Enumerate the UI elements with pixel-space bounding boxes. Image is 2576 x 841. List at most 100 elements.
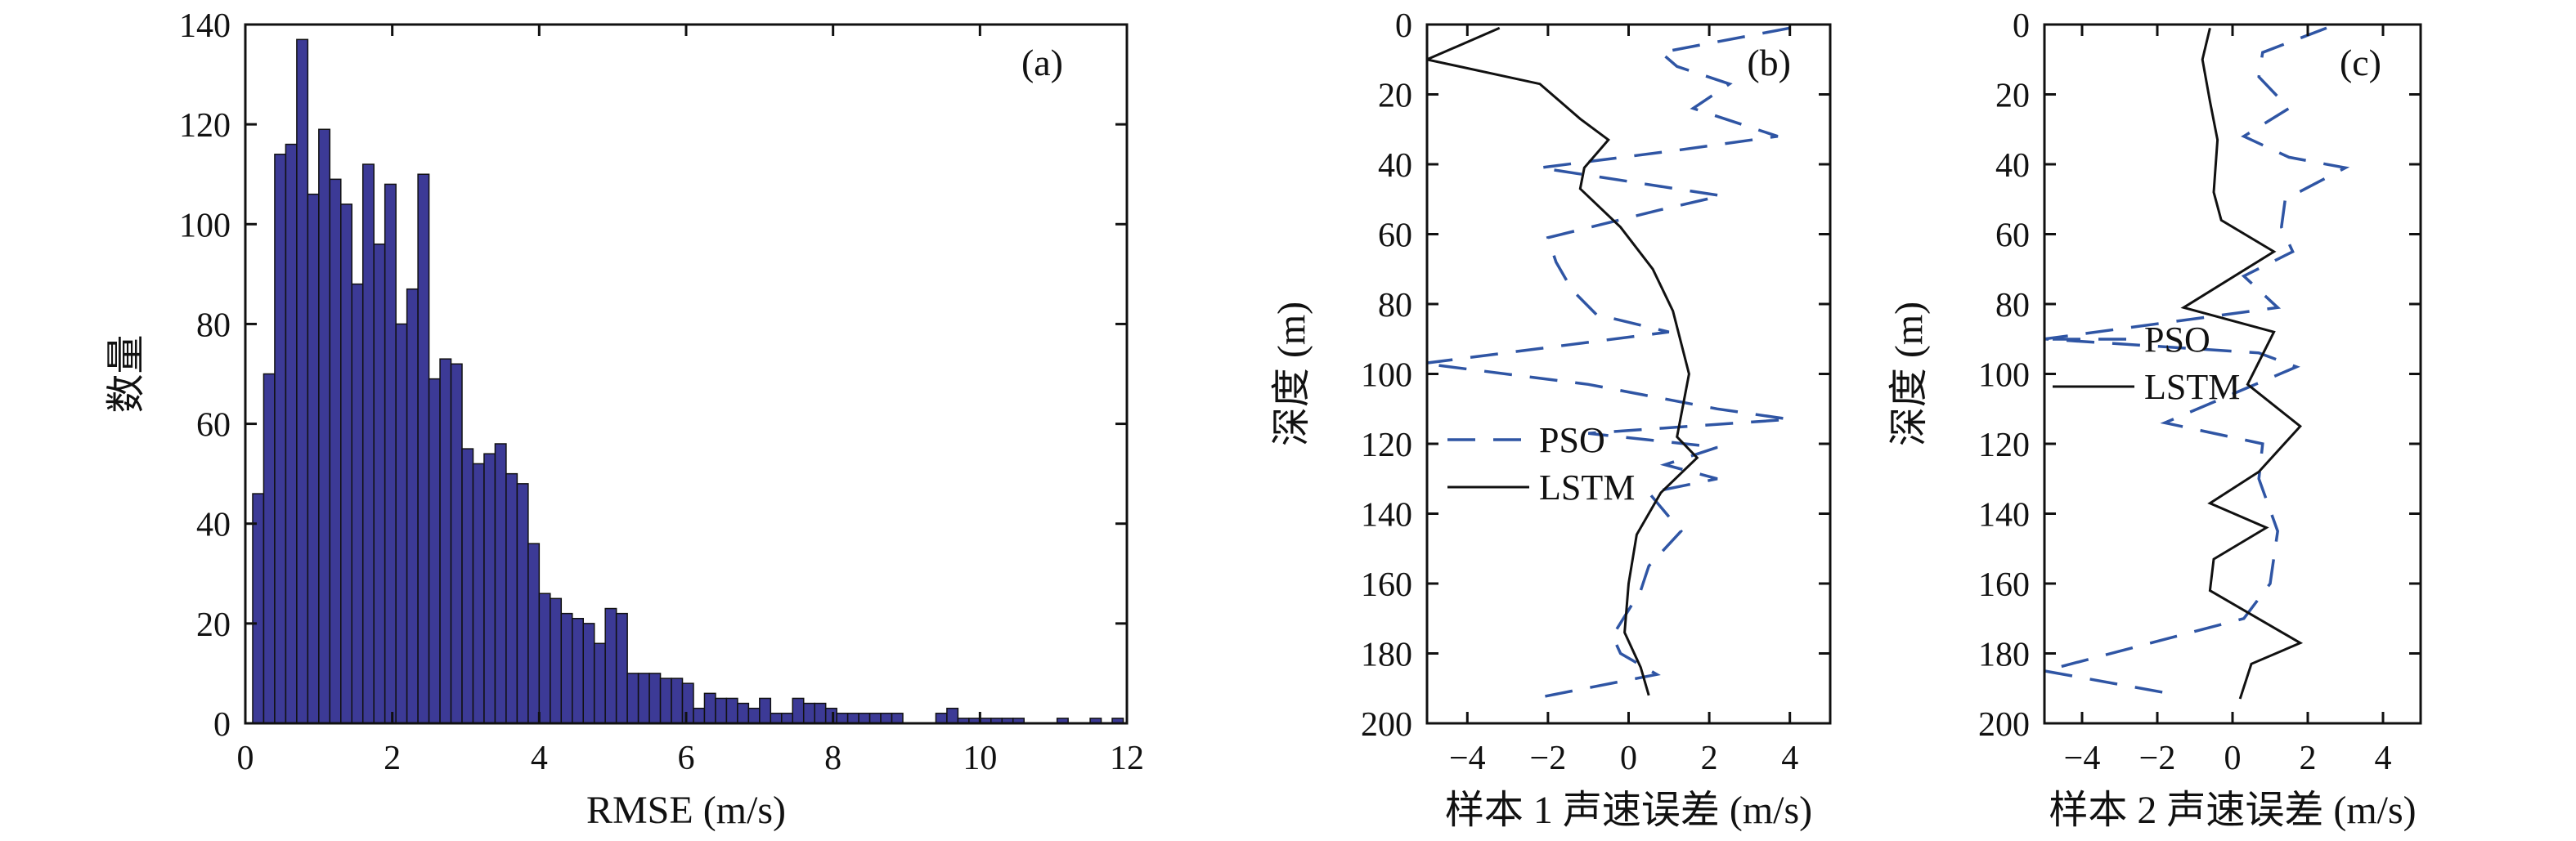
histogram-bar	[560, 612, 573, 724]
y-tick-label: 0	[1395, 7, 1412, 45]
histogram-bar	[858, 713, 871, 724]
legend: PSO LSTM	[1447, 420, 1635, 508]
histogram-bar	[417, 173, 430, 724]
x-tick-label: 0	[1620, 740, 1637, 777]
y-tick-label: 140	[1978, 497, 2030, 535]
x-tick-label: 0	[237, 740, 254, 777]
histogram-bar	[715, 697, 728, 724]
histogram-bar	[472, 463, 485, 724]
y-axis-label: 深度 (m)	[1270, 302, 1313, 446]
histogram-bar	[759, 697, 772, 724]
histogram-bar	[406, 288, 419, 724]
histogram-bar	[836, 713, 849, 724]
y-tick-label: 140	[179, 7, 231, 45]
histogram-bar	[637, 673, 650, 724]
legend-label-pso: PSO	[1539, 420, 1605, 460]
histogram-bar	[703, 692, 716, 724]
histogram-bar	[737, 702, 750, 724]
y-tick-label: 60	[196, 407, 231, 445]
histogram-bar	[935, 713, 948, 724]
histogram-bar	[428, 378, 441, 724]
histogram-bar	[307, 193, 320, 724]
histogram-bar	[274, 154, 287, 724]
x-tick-label: −2	[1530, 740, 1567, 777]
panel-label: (b)	[1747, 42, 1791, 83]
histogram-bar	[550, 597, 563, 724]
panel-label: (a)	[1021, 42, 1063, 83]
x-tick-label: −4	[1449, 740, 1486, 777]
histogram-bar	[648, 673, 662, 724]
histogram-bar	[880, 713, 893, 724]
y-axis-label: 深度 (m)	[1887, 302, 1931, 446]
y-tick-label: 100	[179, 207, 231, 244]
y-tick-label: 120	[179, 107, 231, 145]
y-axis-label: 数量	[105, 334, 148, 413]
histogram-bar	[770, 713, 783, 724]
histogram-bar	[285, 143, 298, 724]
histogram-bar	[846, 713, 859, 724]
x-axis-label: 样本 1 声速误差 (m/s)	[1445, 789, 1812, 832]
y-tick-label: 40	[1378, 147, 1412, 185]
histogram-bar	[527, 543, 541, 724]
y-tick-label: 160	[1978, 566, 2030, 604]
histogram-bar	[868, 713, 882, 724]
histogram-bar	[626, 673, 640, 724]
y-tick-label: 160	[1361, 566, 1412, 604]
histogram-bar	[263, 373, 276, 724]
x-tick-label: 4	[2375, 740, 2392, 777]
histogram-bar	[593, 642, 606, 724]
histogram-bar	[659, 678, 672, 724]
histogram-bar	[329, 178, 342, 724]
histogram-bar	[814, 702, 827, 724]
y-tick-label: 80	[1378, 287, 1412, 324]
y-tick-label: 200	[1361, 706, 1412, 744]
y-tick-label: 120	[1361, 427, 1412, 464]
x-tick-label: 0	[2224, 740, 2242, 777]
y-tick-label: 180	[1361, 637, 1412, 674]
x-tick-label: 2	[2300, 740, 2317, 777]
histogram-bar	[781, 713, 794, 724]
legend: PSO LSTM	[2053, 320, 2240, 407]
histogram-bar	[891, 713, 904, 724]
x-tick-label: 2	[384, 740, 401, 777]
histogram-bar	[450, 363, 463, 724]
x-tick-label: 4	[1781, 740, 1798, 777]
histogram-bar	[505, 472, 518, 724]
histogram-bar	[824, 707, 837, 724]
y-tick-label: 20	[1378, 78, 1412, 115]
x-axis-label: 样本 2 声速误差 (m/s)	[2049, 789, 2416, 832]
x-tick-label: 2	[1701, 740, 1718, 777]
histogram-bar	[693, 707, 706, 724]
y-tick-label: 80	[1995, 287, 2030, 324]
histogram-bar	[802, 702, 815, 724]
series-line-pso	[2044, 26, 2350, 697]
histogram-bar	[461, 448, 474, 724]
histogram-bar	[604, 607, 617, 724]
y-tick-label: 60	[1378, 217, 1412, 255]
histogram-bar	[318, 128, 331, 724]
y-tick-label: 100	[1361, 357, 1412, 395]
histogram-bar	[351, 283, 364, 724]
histogram-bar	[747, 707, 761, 724]
panel-b-plot-frame	[1425, 23, 1832, 725]
x-tick-label: 4	[531, 740, 548, 777]
x-tick-label: 8	[824, 740, 841, 777]
histogram-bar	[516, 483, 529, 724]
x-tick-label: 10	[963, 740, 997, 777]
series-line-lstm	[1427, 26, 1699, 696]
histogram-bar	[483, 453, 496, 724]
x-tick-label: −4	[2064, 740, 2101, 777]
y-tick-label: 100	[1978, 357, 2030, 395]
histogram-bar	[681, 682, 694, 724]
histogram-bar	[252, 493, 265, 724]
histogram-bar	[615, 612, 628, 724]
x-axis-label: RMSE (m/s)	[586, 789, 786, 832]
y-tick-label: 40	[1995, 147, 2030, 185]
y-tick-label: 180	[1978, 637, 2030, 674]
y-tick-label: 0	[213, 706, 231, 744]
histogram-bar	[395, 323, 408, 724]
series-line-pso	[1427, 26, 1791, 700]
histogram-bar	[725, 697, 738, 724]
